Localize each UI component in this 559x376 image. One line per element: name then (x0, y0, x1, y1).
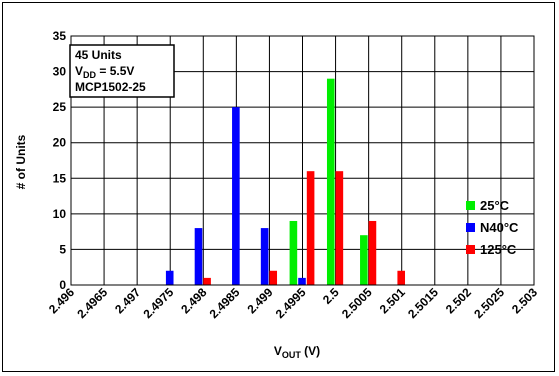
bar (289, 220, 298, 285)
plot-border (70, 35, 535, 286)
y-tick-label: 5 (59, 242, 66, 256)
y-tick-label: 30 (53, 65, 67, 79)
legend: 25°C N40°C 125°C (466, 198, 519, 257)
bar (203, 277, 211, 285)
legend-swatch (466, 223, 475, 232)
info-box: 45 Units VDD = 5.5V MCP1502-25 (69, 44, 175, 98)
x-tick-label: 2.497 (112, 285, 143, 316)
y-tick-label: 0 (59, 278, 66, 292)
x-tick-label: 2.499 (244, 285, 275, 316)
info-vdd-rest: = 5.5V (96, 64, 134, 78)
y-tick-labels: 0 5 10 15 20 25 30 35 (53, 29, 67, 292)
x-axis-title-main: V (274, 344, 282, 358)
x-axis-title-sub: OUT (282, 350, 302, 360)
legend-label: 125°C (480, 242, 517, 257)
x-tick-label: 2.501 (377, 285, 408, 316)
bar (397, 270, 406, 285)
bar (298, 277, 306, 285)
info-part: MCP1502-25 (75, 80, 146, 94)
y-tick-label: 20 (53, 136, 67, 150)
x-tick-label: 2.4965 (74, 285, 110, 321)
x-axis-title: VOUT (V) (274, 344, 320, 360)
x-tick-label: 2.503 (509, 285, 540, 316)
bar (306, 171, 315, 285)
legend-swatch (466, 201, 475, 210)
y-tick-label: 35 (53, 29, 67, 43)
bar (269, 270, 278, 285)
info-units: 45 Units (75, 48, 122, 62)
bar (260, 228, 269, 285)
y-axis-title: # of Units (14, 134, 28, 189)
info-vdd-main: V (75, 64, 83, 78)
x-tick-label: 2.496 (46, 285, 77, 316)
y-tick-label: 25 (53, 100, 67, 114)
info-vdd-sub: DD (83, 70, 96, 80)
bar (335, 171, 344, 285)
legend-label: 25°C (480, 198, 510, 213)
legend-swatch (466, 245, 475, 254)
x-tick-label: 2.5005 (339, 285, 375, 321)
chart-frame: 0 5 10 15 20 25 30 35 2.496 2.4965 2.497 2.4975 2.4… (2, 2, 555, 372)
x-tick-label: 2.5 (320, 285, 342, 307)
bar (165, 270, 174, 285)
bar (326, 78, 335, 285)
y-tick-label: 10 (53, 207, 67, 221)
bar (194, 228, 203, 285)
y-tick-label: 15 (53, 171, 67, 185)
x-axis-title-unit: (V) (301, 344, 320, 358)
x-tick-label: 2.502 (443, 285, 474, 316)
x-tick-label: 2.4995 (273, 285, 309, 321)
x-tick-label: 2.5025 (471, 285, 507, 321)
info-box-border (69, 44, 175, 98)
x-tick-label: 2.498 (178, 285, 209, 316)
bar (360, 235, 368, 285)
bars (165, 78, 406, 286)
bar (368, 220, 377, 285)
x-tick-label: 2.4985 (207, 285, 243, 321)
x-tick-label: 2.5015 (405, 285, 441, 321)
bar (232, 107, 240, 286)
info-vdd: VDD = 5.5V (75, 64, 134, 80)
legend-label: N40°C (480, 220, 519, 235)
x-tick-label: 2.4975 (140, 285, 176, 321)
